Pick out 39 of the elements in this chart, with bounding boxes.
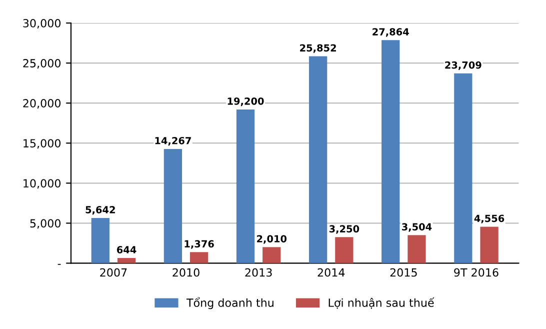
- y-tick-label: 15,000: [24, 139, 61, 149]
- bar: [236, 109, 255, 264]
- y-tick-label: 30,000: [23, 19, 61, 29]
- y-tick-label: 5,000: [30, 219, 61, 229]
- bar: [454, 73, 472, 264]
- x-tick-label: 2013: [245, 268, 272, 277]
- y-tick-label: 10,000: [24, 179, 61, 189]
- data-label: 14,267: [155, 136, 191, 146]
- bar: [164, 148, 182, 264]
- y-tick-label: 25,000: [23, 59, 61, 69]
- data-label: 4,556: [474, 214, 504, 224]
- data-label: 25,852: [300, 44, 336, 53]
- data-label: 3,504: [402, 223, 432, 232]
- bar: [91, 218, 110, 264]
- legend-label: Tổng doanh thu: [186, 297, 274, 310]
- x-tick-label: 2010: [172, 268, 200, 277]
- bar: [262, 247, 281, 264]
- data-label: 5,642: [86, 206, 115, 215]
- x-tick-label: 2014: [318, 268, 345, 277]
- x-tick-label: 2007: [100, 268, 127, 277]
- bar: [308, 56, 328, 264]
- data-label: 27,864: [372, 28, 409, 37]
- x-tick-label: 2015: [390, 268, 417, 277]
- bar: [480, 226, 498, 264]
- y-tick-label: 20,000: [23, 99, 61, 109]
- data-label: 3,250: [329, 225, 360, 234]
- data-label: 1,376: [184, 240, 214, 249]
- legend-label: Lợi nhuận sau thuế: [328, 297, 434, 309]
- y-tick-label: -: [58, 264, 61, 265]
- bar: [408, 235, 426, 264]
- x-tick-label: 9T 2016: [454, 268, 498, 277]
- data-label: 23,709: [445, 61, 482, 70]
- bar: [382, 40, 400, 264]
- bar: [335, 237, 354, 264]
- data-label: 2,010: [257, 235, 287, 244]
- bar: [117, 258, 136, 264]
- bar: [190, 252, 208, 264]
- data-label: 19,200: [228, 97, 264, 106]
- data-label: 644: [116, 246, 136, 254]
